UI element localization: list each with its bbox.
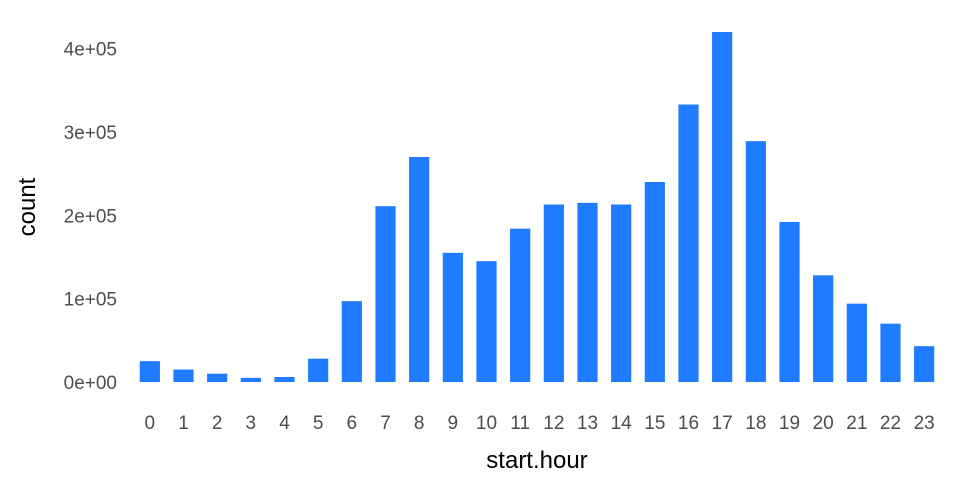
bar-hour-17 bbox=[712, 32, 733, 382]
x-tick-label: 15 bbox=[644, 413, 665, 434]
y-axis-ticks: 0e+00 1e+05 2e+05 3e+05 4e+05 bbox=[64, 40, 117, 394]
bar-hour-8 bbox=[409, 157, 430, 382]
bar-hour-11 bbox=[510, 228, 531, 382]
bar-hour-7 bbox=[375, 206, 396, 382]
x-tick-label: 12 bbox=[543, 413, 564, 434]
y-tick-label: 1e+05 bbox=[64, 290, 117, 311]
x-tick-label: 11 bbox=[510, 413, 530, 434]
bar-hour-13 bbox=[577, 202, 598, 382]
bar-hour-23 bbox=[914, 346, 935, 382]
x-tick-label: 23 bbox=[914, 413, 935, 434]
x-axis-ticks: 0 1 2 3 4 5 6 7 8 9 10 11 12 13 14 15 16 17 18 19 20 21 22 23 bbox=[145, 413, 935, 434]
x-tick-label: 2 bbox=[212, 413, 223, 434]
y-tick-label: 4e+05 bbox=[64, 40, 117, 61]
x-axis-title: start.hour bbox=[486, 447, 587, 474]
bar-hour-19 bbox=[779, 222, 800, 382]
bar-hour-3 bbox=[240, 377, 261, 382]
bar-hour-9 bbox=[442, 252, 463, 382]
x-tick-label: 22 bbox=[880, 413, 901, 434]
bar-hour-16 bbox=[678, 104, 699, 382]
x-tick-label: 19 bbox=[779, 413, 800, 434]
bar-hour-6 bbox=[341, 301, 362, 382]
x-tick-label: 17 bbox=[712, 413, 733, 434]
x-tick-label: 5 bbox=[313, 413, 324, 434]
bars-group bbox=[139, 32, 935, 382]
bar-hour-4 bbox=[274, 377, 295, 382]
x-tick-label: 3 bbox=[246, 413, 257, 434]
bar-hour-20 bbox=[813, 275, 834, 382]
x-tick-label: 21 bbox=[846, 413, 867, 434]
x-tick-label: 13 bbox=[577, 413, 598, 434]
bar-hour-15 bbox=[644, 182, 665, 382]
x-tick-label: 8 bbox=[414, 413, 425, 434]
x-tick-label: 1 bbox=[178, 413, 189, 434]
x-tick-label: 10 bbox=[476, 413, 497, 434]
y-tick-label: 3e+05 bbox=[64, 123, 117, 144]
bar-hour-14 bbox=[611, 204, 632, 382]
bar-hour-12 bbox=[543, 204, 564, 382]
bar-hour-2 bbox=[207, 373, 228, 382]
x-tick-label: 16 bbox=[678, 413, 699, 434]
bar-hour-0 bbox=[139, 361, 160, 382]
bar-hour-1 bbox=[173, 369, 194, 382]
x-tick-label: 14 bbox=[611, 413, 633, 434]
x-tick-label: 20 bbox=[813, 413, 834, 434]
bar-hour-5 bbox=[308, 358, 329, 382]
x-tick-label: 0 bbox=[145, 413, 156, 434]
y-tick-label: 2e+05 bbox=[64, 206, 117, 227]
y-axis-title: count bbox=[14, 177, 41, 236]
x-tick-label: 7 bbox=[380, 413, 391, 434]
x-tick-label: 6 bbox=[347, 413, 358, 434]
bar-hour-10 bbox=[476, 261, 497, 382]
bar-hour-21 bbox=[846, 303, 867, 382]
bar-hour-18 bbox=[745, 141, 766, 382]
y-tick-label: 0e+00 bbox=[64, 373, 117, 394]
x-tick-label: 9 bbox=[448, 413, 459, 434]
x-tick-label: 18 bbox=[745, 413, 766, 434]
bar-hour-22 bbox=[880, 323, 901, 382]
x-tick-label: 4 bbox=[279, 413, 290, 434]
